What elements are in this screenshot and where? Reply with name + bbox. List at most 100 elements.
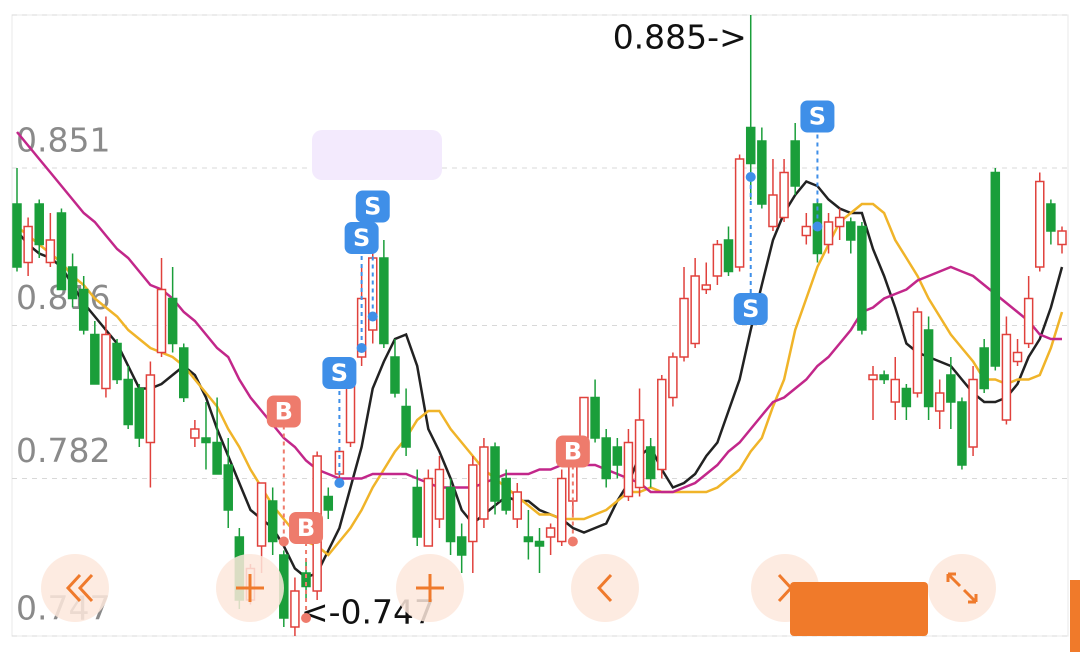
signal-point bbox=[301, 613, 312, 623]
moving-average-line bbox=[16, 202, 1064, 557]
signal-point bbox=[812, 221, 823, 232]
candle-body bbox=[301, 572, 311, 588]
candle-body bbox=[1001, 333, 1012, 421]
signal-label: S bbox=[331, 359, 348, 387]
candle-body bbox=[790, 140, 800, 187]
candle-body bbox=[379, 257, 389, 345]
candle-body bbox=[556, 477, 567, 543]
rewind-button[interactable] bbox=[41, 554, 109, 622]
candle-body bbox=[267, 500, 278, 543]
candle-body bbox=[123, 378, 133, 426]
candle-body bbox=[979, 347, 989, 390]
candle-body bbox=[434, 468, 445, 520]
candle-body bbox=[12, 203, 22, 268]
candle-body bbox=[468, 464, 478, 543]
candle-body bbox=[968, 378, 978, 448]
signal-badge bbox=[355, 190, 390, 223]
y-tick-label: 0.885 bbox=[16, 0, 110, 7]
candle-body bbox=[1012, 351, 1023, 363]
candle-body bbox=[701, 284, 712, 291]
prev-button[interactable] bbox=[571, 554, 639, 622]
candle-body bbox=[934, 392, 945, 412]
candle-body bbox=[534, 540, 545, 547]
candle-body bbox=[734, 158, 745, 268]
candle-body bbox=[668, 356, 678, 399]
signal-badge bbox=[266, 395, 301, 428]
candle-body bbox=[857, 225, 867, 331]
candle-body bbox=[923, 329, 934, 408]
candle-body bbox=[1023, 297, 1034, 345]
candle-body bbox=[712, 243, 723, 277]
signal-badge bbox=[733, 293, 768, 325]
candle-body bbox=[390, 356, 400, 394]
candle-body bbox=[523, 536, 534, 543]
candle-body bbox=[946, 374, 956, 403]
candle-body bbox=[190, 428, 200, 439]
candle-body bbox=[401, 405, 411, 448]
candle-body bbox=[479, 446, 489, 520]
signal-point bbox=[356, 343, 367, 353]
rewind-icon bbox=[65, 573, 94, 603]
candle-body bbox=[1035, 180, 1045, 268]
candle-body bbox=[78, 288, 89, 331]
candle-body bbox=[779, 171, 789, 219]
candle-body bbox=[501, 477, 511, 511]
add-watchlist-chip[interactable] bbox=[312, 130, 442, 180]
candle-body bbox=[757, 140, 767, 205]
candle-body bbox=[167, 297, 178, 345]
candle-body bbox=[601, 437, 611, 480]
candle-body bbox=[612, 446, 623, 466]
moving-averages bbox=[16, 131, 1064, 579]
scroll-indicator bbox=[1070, 580, 1080, 652]
signal-label: S bbox=[809, 103, 826, 131]
fullscreen-icon bbox=[946, 572, 978, 604]
candle-body bbox=[212, 441, 222, 475]
signal-badge bbox=[289, 512, 324, 544]
candle-body bbox=[445, 486, 456, 543]
candle-body bbox=[334, 450, 345, 475]
candle-body bbox=[156, 288, 167, 354]
candle-body bbox=[634, 419, 645, 489]
y-tick-label: 0.851 bbox=[16, 121, 110, 160]
high-annotation: 0.885-> bbox=[613, 18, 747, 57]
signal-badge bbox=[344, 222, 379, 254]
candle-body bbox=[901, 387, 912, 408]
candle-body bbox=[456, 536, 467, 556]
candle-body bbox=[512, 491, 523, 520]
signal-badge bbox=[555, 435, 590, 468]
controls bbox=[41, 554, 1080, 652]
signal-label: B bbox=[297, 514, 315, 542]
candle-body bbox=[745, 126, 756, 165]
candle-body bbox=[56, 212, 67, 291]
fullscreen-button[interactable] bbox=[928, 554, 996, 622]
candle-body bbox=[290, 590, 300, 628]
candle-body bbox=[690, 275, 700, 345]
signal-badge bbox=[322, 357, 357, 389]
signal-point bbox=[278, 536, 289, 547]
candle-body bbox=[723, 239, 734, 273]
candle-body bbox=[45, 239, 56, 264]
candle-body bbox=[1046, 203, 1056, 232]
candle-body bbox=[545, 527, 556, 538]
price-button[interactable] bbox=[790, 582, 928, 636]
candle-body bbox=[23, 225, 33, 264]
candle-body bbox=[323, 495, 334, 511]
crosshair-icon bbox=[416, 574, 444, 602]
candle-body bbox=[90, 333, 100, 385]
candle-body bbox=[134, 387, 145, 439]
candle-body bbox=[112, 342, 122, 381]
candle-body bbox=[34, 203, 44, 246]
candle-body bbox=[990, 171, 1001, 367]
candle-body bbox=[101, 333, 111, 390]
candle-body bbox=[768, 194, 778, 228]
candle-body bbox=[623, 441, 634, 498]
moving-average-line bbox=[16, 179, 1064, 579]
candle-body bbox=[957, 401, 967, 466]
candle-body bbox=[679, 297, 689, 358]
signal-label: S bbox=[742, 295, 759, 323]
candle-body bbox=[657, 378, 667, 471]
candle-body bbox=[801, 225, 812, 237]
